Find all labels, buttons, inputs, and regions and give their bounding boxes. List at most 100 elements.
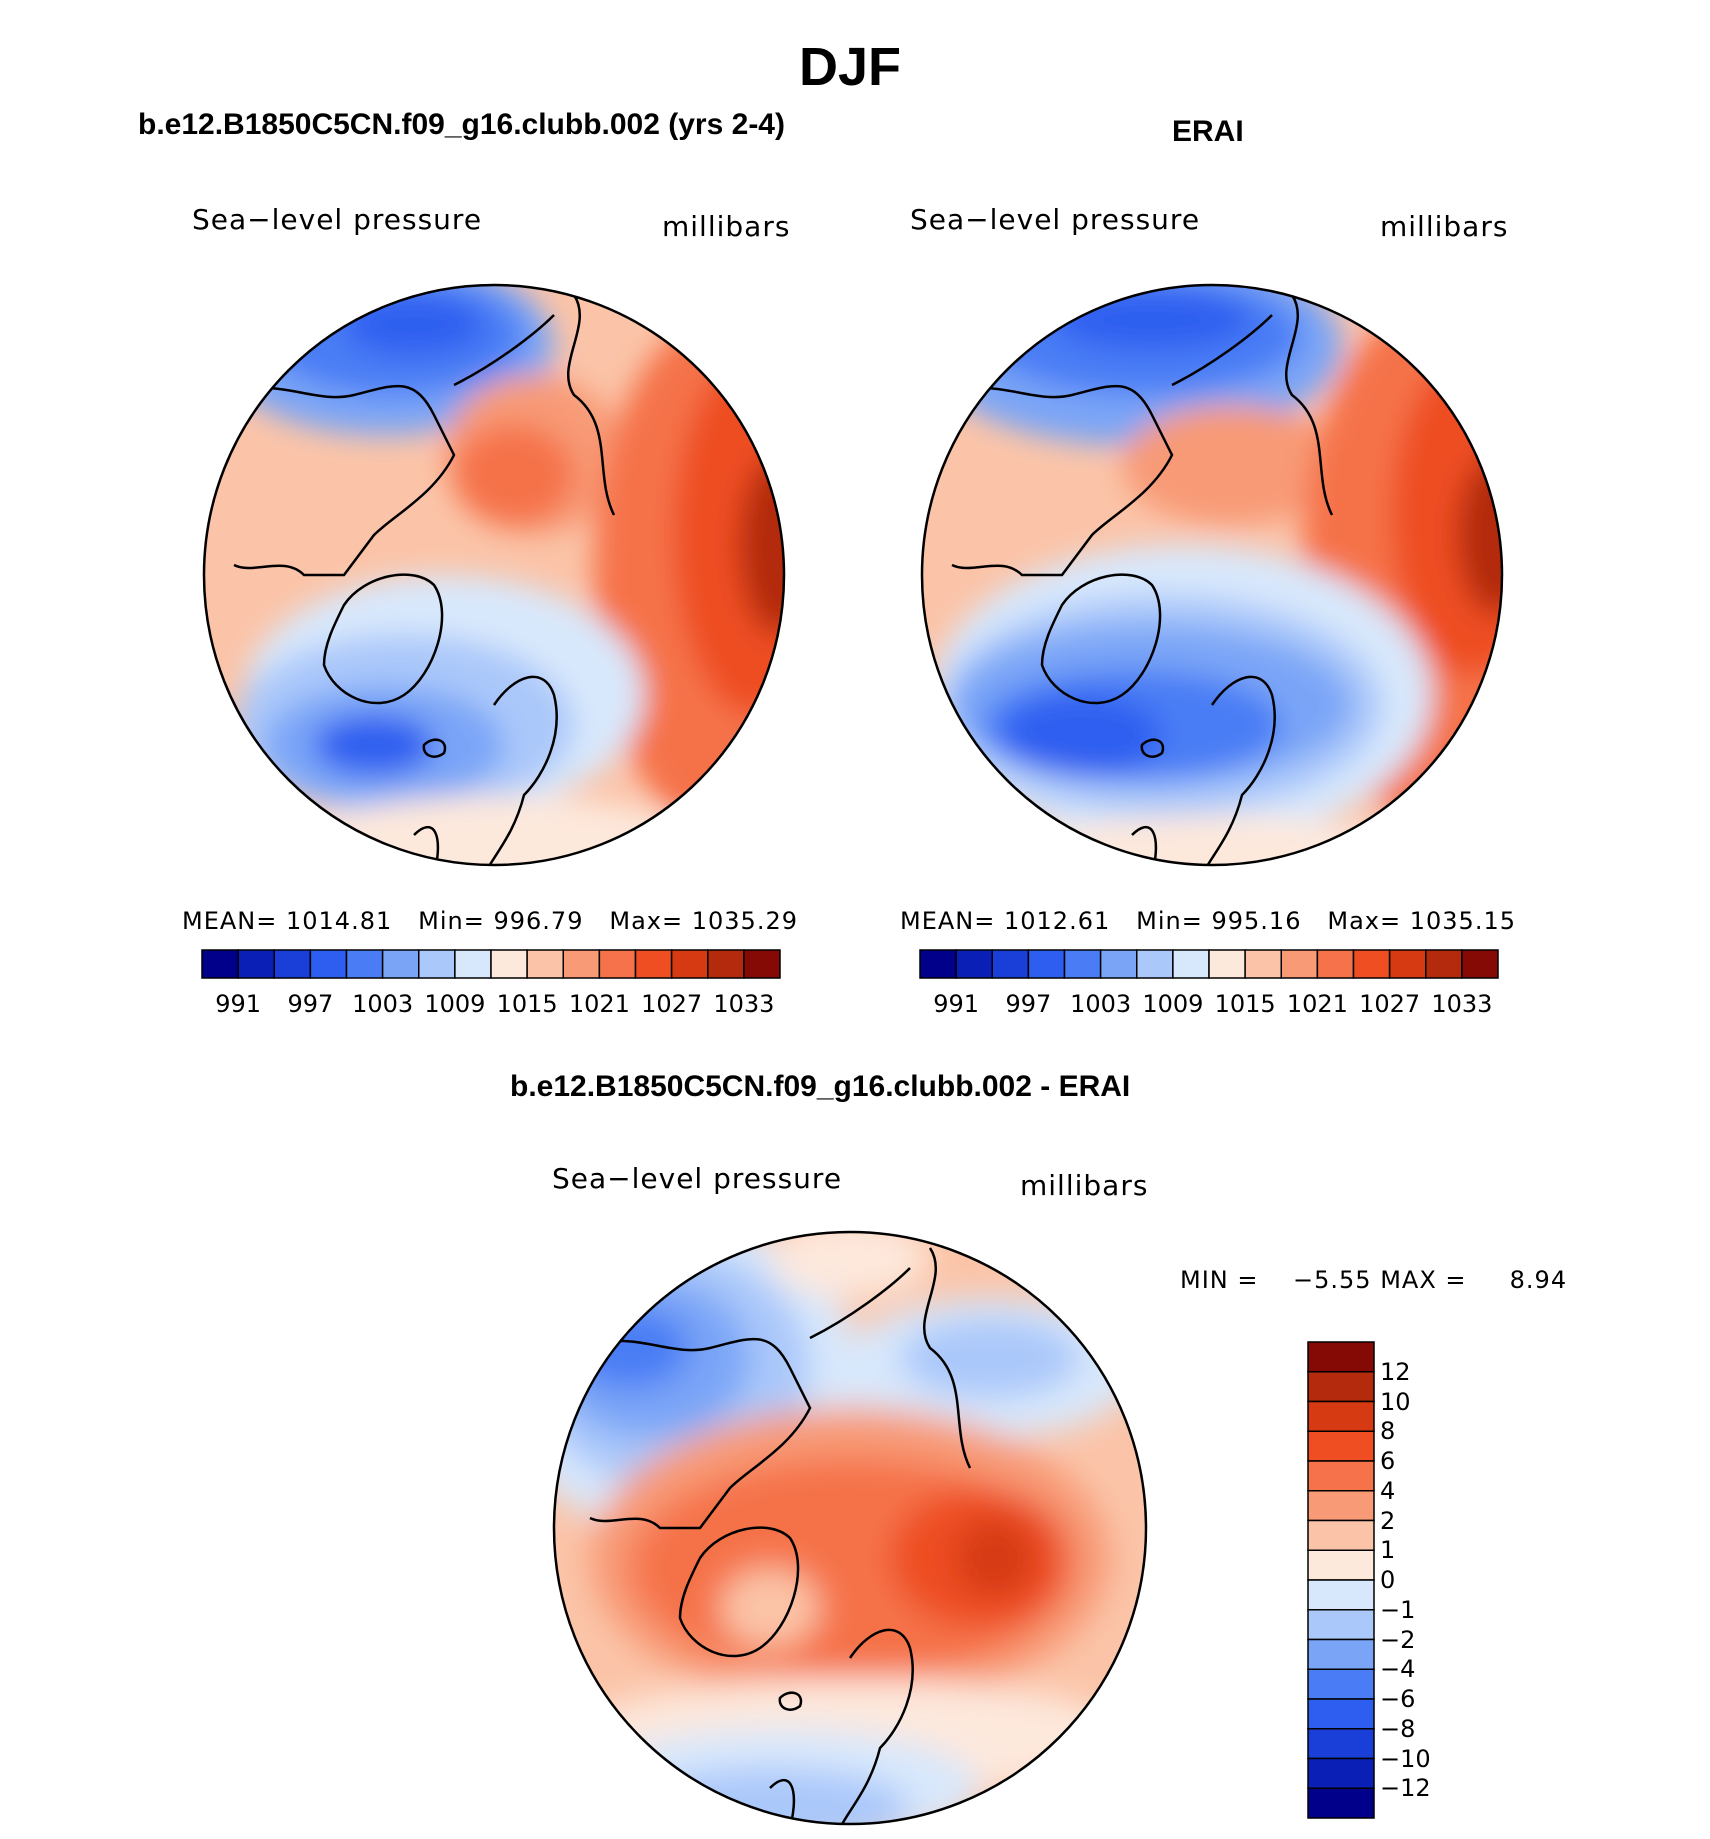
colorbar-swatch <box>1307 1341 1375 1373</box>
obs-variable-label: Sea−level pressure <box>910 203 1201 236</box>
obs-max-label: Max= <box>1327 907 1402 935</box>
colorbar-tick-label: −6 <box>1380 1685 1416 1713</box>
colorbar-swatch <box>309 949 348 979</box>
colorbar-swatch <box>1307 1757 1375 1789</box>
diff-max-value: 8.94 <box>1509 1266 1568 1294</box>
colorbar-swatch <box>743 949 781 979</box>
colorbar-tick-label: 1 <box>1380 1536 1396 1565</box>
colorbar-swatch <box>1307 1698 1375 1730</box>
colorbar-swatch <box>1136 949 1174 979</box>
colorbar-tick-label: −10 <box>1380 1744 1431 1773</box>
colorbar-swatch <box>381 949 420 979</box>
diff-polar-map <box>552 1230 1148 1826</box>
colorbar-tick-label: −2 <box>1380 1625 1416 1654</box>
main-title: DJF <box>798 37 901 97</box>
colorbar-tick-label: 1009 <box>424 990 486 1018</box>
obs-units-label: millibars <box>1380 210 1509 243</box>
colorbar-swatch <box>1244 949 1282 979</box>
colorbar-swatch <box>490 949 528 979</box>
colorbar-tick-label: −4 <box>1380 1655 1416 1684</box>
obs-min-label: Min= <box>1136 907 1203 935</box>
obs-min-value: 995.16 <box>1211 907 1302 935</box>
colorbar-swatch <box>562 949 601 979</box>
colorbar-tick-label: −8 <box>1380 1714 1416 1743</box>
model-variable-label: Sea−level pressure <box>192 203 483 236</box>
colorbar-tick-label: 0 <box>1380 1566 1396 1594</box>
colorbar-tick-label: 1015 <box>1214 990 1276 1018</box>
colorbar-swatch <box>1307 1490 1375 1522</box>
colorbar-tick-label: 991 <box>215 990 262 1018</box>
colorbar-swatch <box>1280 949 1319 979</box>
colorbar-swatch <box>1208 949 1246 979</box>
diff-min-value: −5.55 <box>1293 1266 1372 1294</box>
obs-colorbar-ticks: 991 997 1003 1009 1015 1021 1027 1033 <box>0 990 1710 1020</box>
diff-panel-heading: b.e12.B1850C5CN.f09_g16.clubb.002 - ERAI <box>510 1070 1131 1103</box>
colorbar-swatch <box>1307 1430 1375 1462</box>
model-max-label: Max= <box>609 907 684 935</box>
colorbar-tick-label: 1033 <box>1431 990 1493 1018</box>
colorbar-tick-label: 1027 <box>1359 990 1421 1018</box>
colorbar-swatch <box>670 949 709 979</box>
colorbar-tick-label: 997 <box>287 990 334 1018</box>
colorbar-tick-label: 2 <box>1380 1506 1396 1535</box>
diff-min-label: MIN = <box>1180 1266 1259 1294</box>
diff-variable-label: Sea−level pressure <box>552 1162 843 1195</box>
model-units-label: millibars <box>662 210 791 243</box>
colorbar-swatch <box>919 949 957 979</box>
colorbar-swatch <box>1388 949 1427 979</box>
model-max-value: 1035.29 <box>691 907 798 935</box>
colorbar-tick-label: 1021 <box>568 990 630 1018</box>
colorbar-swatch <box>1425 949 1463 979</box>
colorbar-swatch <box>1307 1728 1375 1760</box>
obs-colorbar <box>919 949 1499 979</box>
colorbar-tick-label: 991 <box>933 990 980 1018</box>
colorbar-tick-label: 1033 <box>713 990 775 1018</box>
colorbar-swatch <box>237 949 275 979</box>
model-min-label: Min= <box>418 907 485 935</box>
colorbar-swatch <box>1027 949 1066 979</box>
obs-polar-map <box>920 283 1504 867</box>
colorbar-tick-label: 1003 <box>352 990 414 1018</box>
model-colorbar-ticks: 991 997 1003 1009 1015 1021 1027 1033 <box>0 990 1710 1020</box>
colorbar-tick-label: 1027 <box>641 990 703 1018</box>
colorbar-tick-label: 997 <box>1005 990 1052 1018</box>
colorbar-swatch <box>418 949 456 979</box>
colorbar-swatch <box>273 949 312 979</box>
colorbar-tick-label: 1021 <box>1286 990 1348 1018</box>
colorbar-swatch <box>454 949 492 979</box>
colorbar-tick-label: 1003 <box>1070 990 1132 1018</box>
colorbar-tick-label: 4 <box>1380 1476 1396 1505</box>
colorbar-tick-label: 12 <box>1380 1357 1411 1386</box>
model-polar-map <box>202 283 786 867</box>
model-colorbar <box>201 949 781 979</box>
obs-max-value: 1035.15 <box>1409 907 1516 935</box>
colorbar-tick-label: 1009 <box>1142 990 1204 1018</box>
colorbar-swatch <box>1307 1609 1375 1641</box>
colorbar-swatch <box>201 949 239 979</box>
colorbar-swatch <box>1307 1460 1375 1492</box>
colorbar-tick-label: 8 <box>1380 1417 1396 1446</box>
colorbar-swatch <box>1307 1400 1375 1432</box>
colorbar-swatch <box>1063 949 1102 979</box>
diff-units-label: millibars <box>1020 1169 1149 1202</box>
obs-mean-label: MEAN= <box>900 907 996 935</box>
colorbar-swatch <box>1316 949 1355 979</box>
obs-stats: MEAN= 1012.61 Min= 995.16 Max= 1035.15 <box>900 907 1516 935</box>
colorbar-tick-label: 10 <box>1380 1387 1411 1416</box>
diff-max-label: MAX = <box>1380 1266 1467 1294</box>
diff-colorbar <box>1307 1341 1375 1819</box>
colorbar-swatch <box>1307 1519 1375 1551</box>
colorbar-swatch <box>598 949 637 979</box>
colorbar-swatch <box>345 949 384 979</box>
colorbar-swatch <box>991 949 1030 979</box>
model-panel-heading: b.e12.B1850C5CN.f09_g16.clubb.002 (yrs 2… <box>138 108 785 141</box>
colorbar-swatch <box>1307 1638 1375 1670</box>
colorbar-swatch <box>1461 949 1499 979</box>
obs-mean-value: 1012.61 <box>1004 907 1111 935</box>
colorbar-tick-label: 1015 <box>496 990 558 1018</box>
colorbar-tick-label: −12 <box>1380 1774 1431 1803</box>
model-mean-label: MEAN= <box>182 907 278 935</box>
model-mean-value: 1014.81 <box>286 907 393 935</box>
colorbar-tick-label: −1 <box>1380 1595 1416 1624</box>
colorbar-swatch <box>1352 949 1391 979</box>
